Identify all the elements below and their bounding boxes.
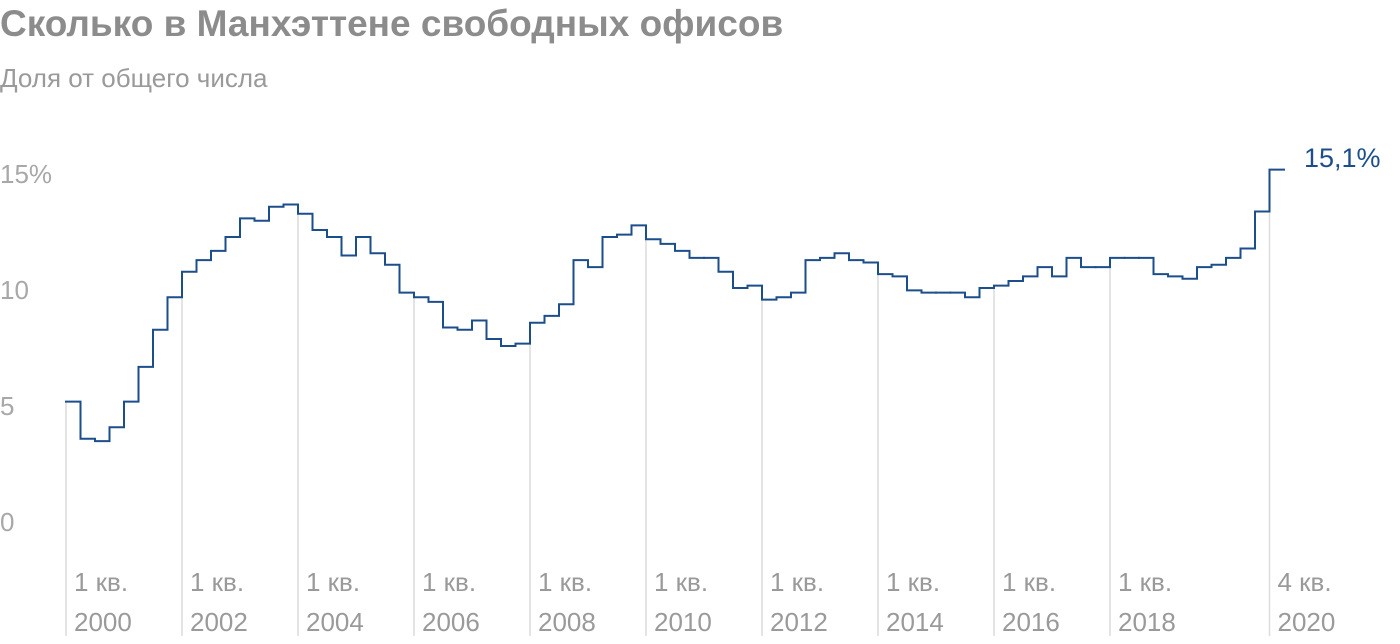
- y-tick-label: 0: [0, 507, 14, 537]
- x-tick-label-line: 1 кв.: [770, 567, 824, 597]
- x-tick-label: 1 кв. 2012: [770, 567, 828, 637]
- x-tick-label-line: 2020: [1278, 607, 1336, 637]
- x-tick-label: 1 кв. 2010: [654, 567, 712, 637]
- x-tick-label-line: 1 кв.: [654, 567, 708, 597]
- y-tick-label: 15%: [0, 159, 52, 189]
- value-label: 15,1%: [1304, 143, 1381, 173]
- x-tick-label-line: 2014: [886, 607, 944, 637]
- chart-title: Сколько в Манхэттене свободных офисов: [0, 3, 783, 44]
- x-tick-label-line: 1 кв.: [74, 567, 128, 597]
- x-tick-label: 1 кв. 2014: [886, 567, 944, 637]
- x-tick-label-line: 1 кв.: [538, 567, 592, 597]
- x-tick-label: 1 кв. 2000: [74, 567, 132, 637]
- x-tick-label-line: 1 кв.: [306, 567, 360, 597]
- x-tick-label: 1 кв. 2008: [538, 567, 596, 637]
- x-tick-label-line: 2006: [422, 607, 480, 637]
- x-tick-label-line: 2004: [306, 607, 364, 637]
- x-tick-label-line: 2010: [654, 607, 712, 637]
- x-tick-label-line: 2000: [74, 607, 132, 637]
- x-tick-label: 4 кв. 2020: [1278, 567, 1336, 637]
- x-tick-label: 1 кв. 2004: [306, 567, 364, 637]
- x-tick-label: 1 кв. 2018: [1118, 567, 1176, 637]
- x-tick-label-line: 2018: [1118, 607, 1176, 637]
- x-tick-label-line: 1 кв.: [886, 567, 940, 597]
- x-tick-label-line: 2002: [190, 607, 248, 637]
- x-tick-label-line: 2016: [1002, 607, 1060, 637]
- chart-subtitle: Доля от общего числа: [0, 63, 268, 93]
- x-tick-label-line: 1 кв.: [422, 567, 476, 597]
- x-tick-label: 1 кв. 2002: [190, 567, 248, 637]
- x-tick-label-line: 2012: [770, 607, 828, 637]
- y-tick-label: 10: [0, 275, 29, 305]
- x-tick-label: 1 кв. 2016: [1002, 567, 1060, 637]
- x-tick-label-line: 1 кв.: [190, 567, 244, 597]
- x-tick-label-line: 1 кв.: [1002, 567, 1056, 597]
- x-tick-label-line: 2008: [538, 607, 596, 637]
- x-tick-label-line: 1 кв.: [1118, 567, 1172, 597]
- y-tick-label: 5: [0, 391, 14, 421]
- x-tick-label: 1 кв. 2006: [422, 567, 480, 637]
- x-tick-label-line: 4 кв.: [1278, 567, 1332, 597]
